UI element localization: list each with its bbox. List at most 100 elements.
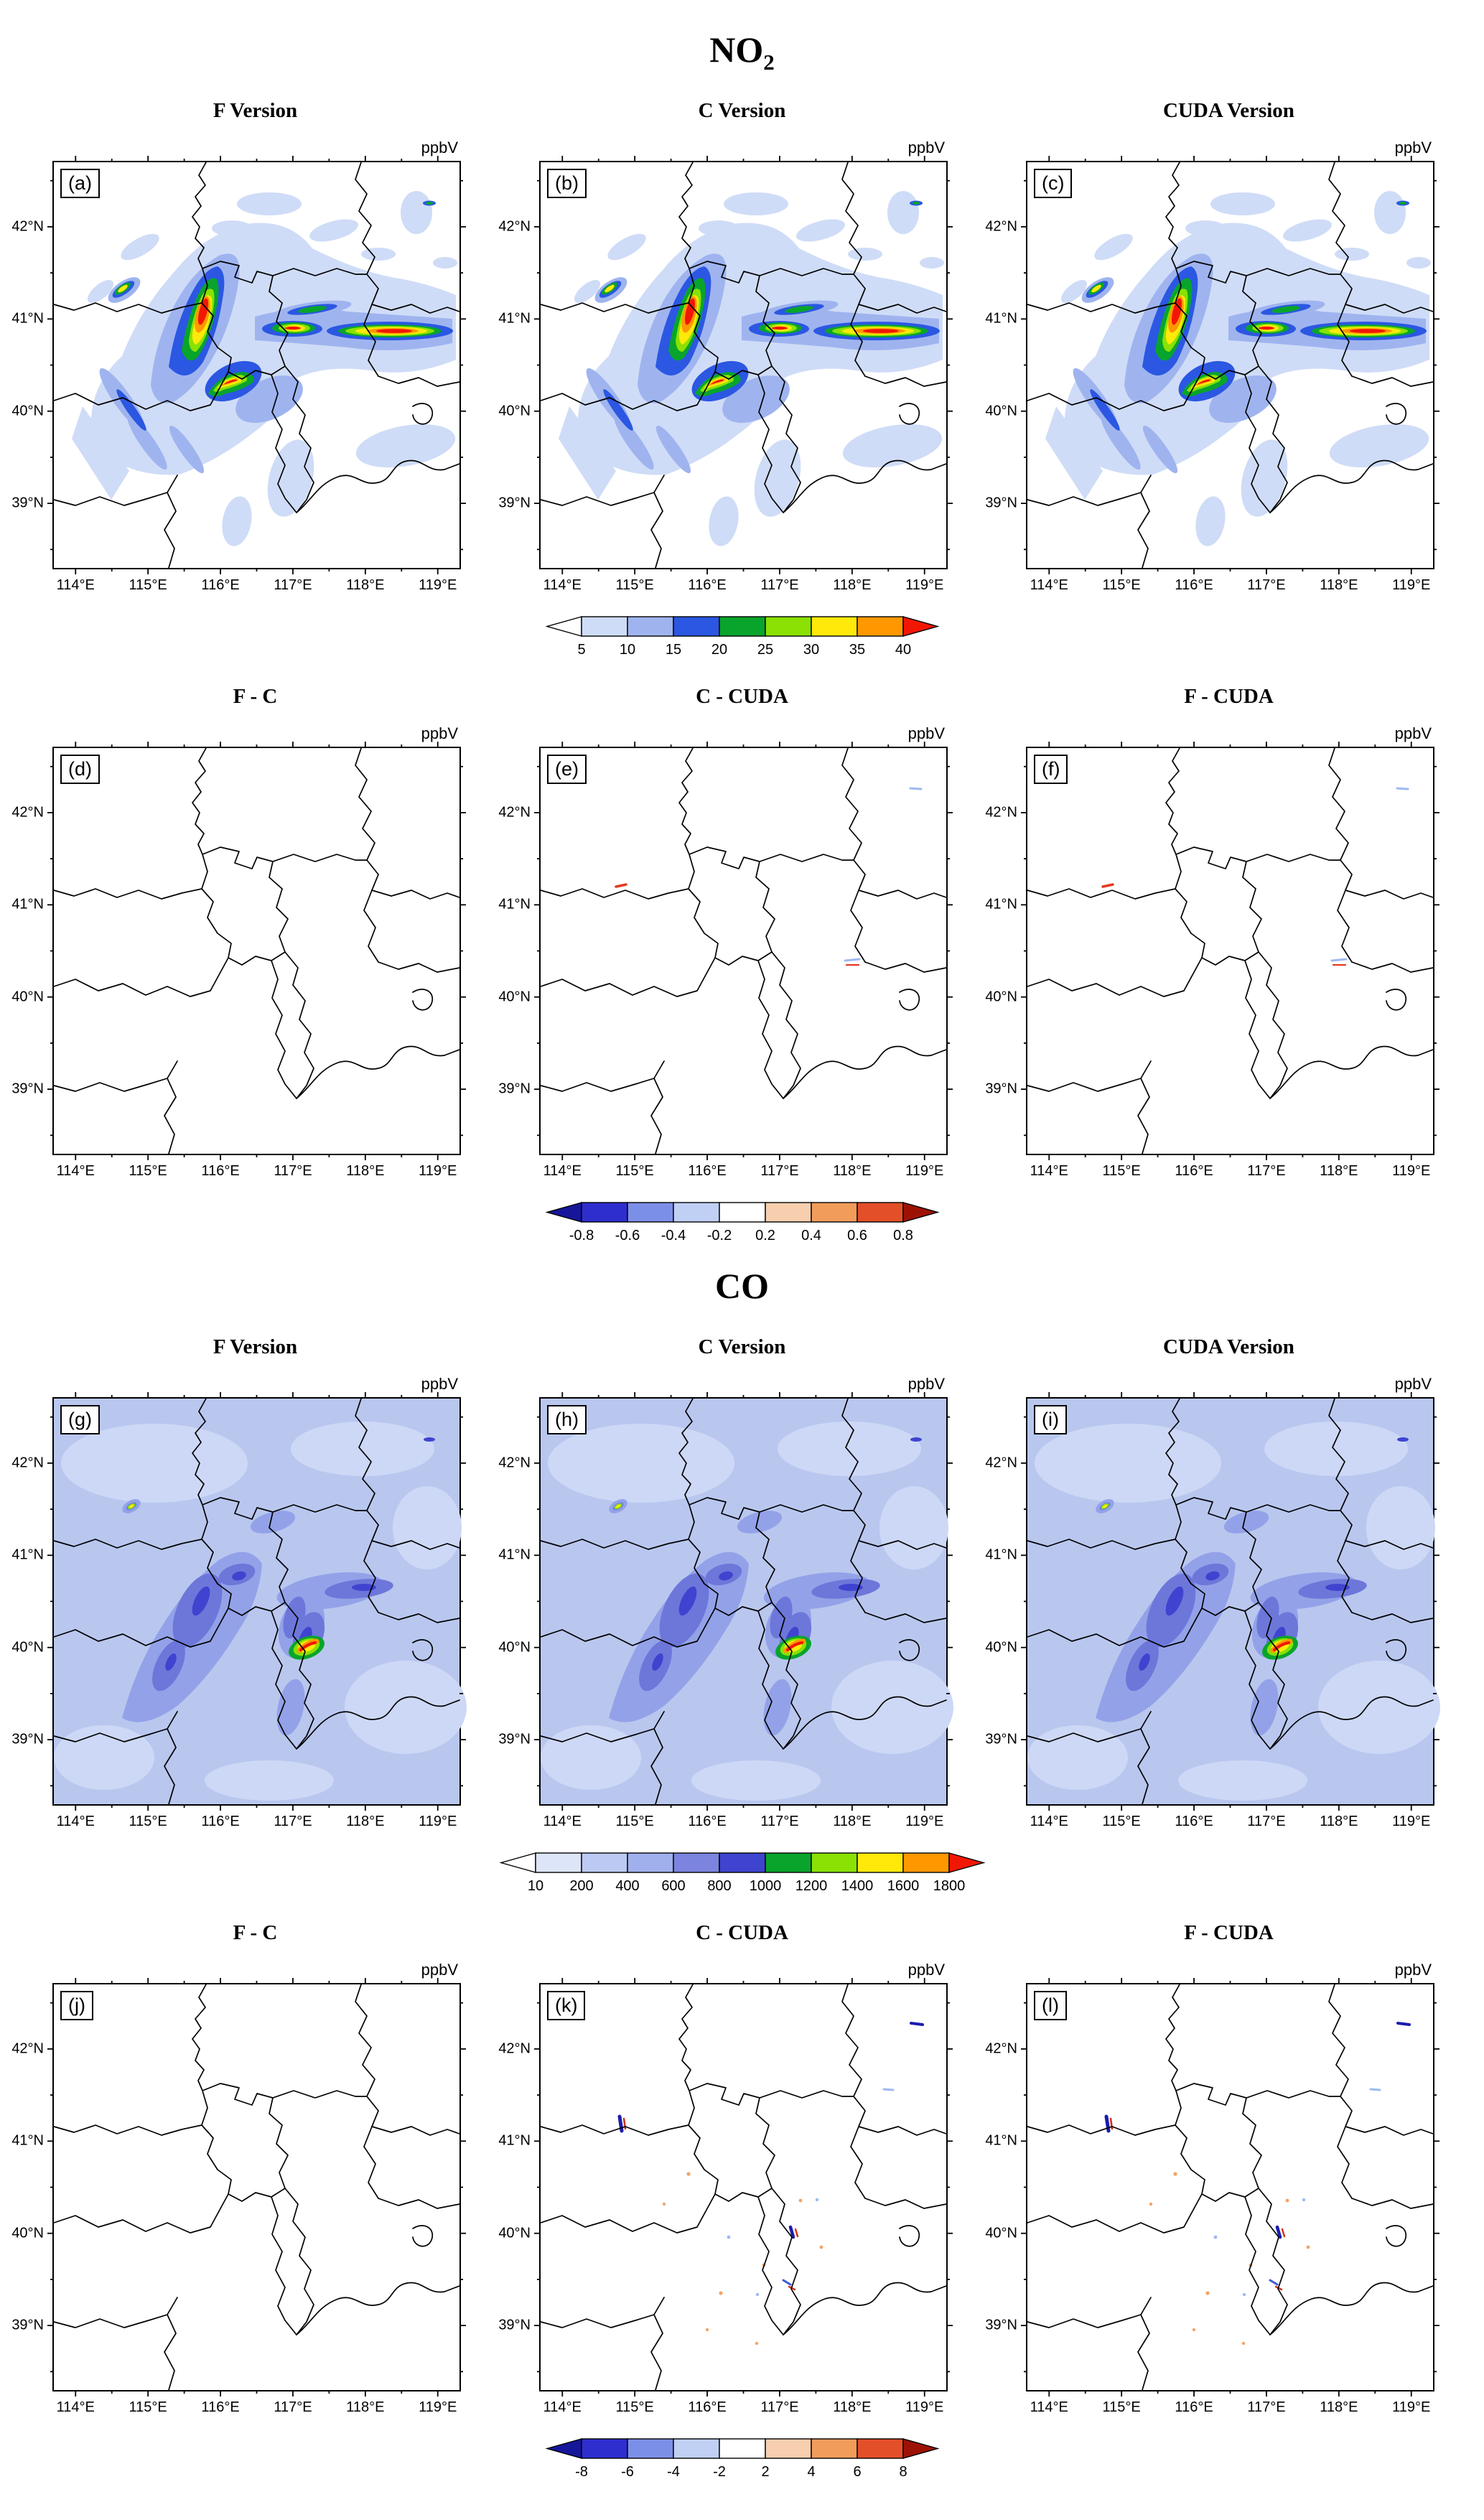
colorbar-no2-conc: 5 10 15 20 25 30 35 40 — [0, 615, 1484, 661]
panel-h: C Version ppbV (h) 42°N 41°N 40°N 39°N 114°E 115… — [498, 1335, 948, 1829]
map-plot-co — [533, 1391, 946, 1812]
y-axis-label: 41°N — [11, 1546, 44, 1563]
panel-letter: (d) — [60, 755, 100, 785]
y-axis-label: 40°N — [985, 1639, 1017, 1656]
y-axis-label: 40°N — [498, 1639, 531, 1656]
x-axis-label: 117°E — [760, 1814, 799, 1830]
x-axis-label: 116°E — [688, 1814, 727, 1830]
panel-row-co-concentration: F Version ppbV (g) 42°N 41°N 40°N 39°N 114°E 115… — [0, 1335, 1484, 1829]
x-axis-label: 119°E — [1392, 1163, 1431, 1180]
x-axis-label: 118°E — [833, 577, 872, 594]
x-axis-label: 115°E — [129, 2399, 167, 2416]
x-axis-label: 118°E — [833, 2399, 872, 2416]
y-axis-label: 42°N — [985, 218, 1017, 235]
y-axis-label: 39°N — [11, 2317, 44, 2333]
y-axis-label: 41°N — [498, 310, 531, 327]
x-axis-label: 114°E — [56, 1814, 95, 1830]
panel-title: C - CUDA — [696, 685, 788, 709]
panel-a: F Version ppbV (a) 42°N 41°N 40°N 39°N 114°E 115… — [11, 99, 467, 593]
x-axis-label: 116°E — [201, 2399, 240, 2416]
y-axis-label: 40°N — [498, 2225, 531, 2241]
panel-title: F Version — [213, 1335, 298, 1359]
x-axis-label: 115°E — [129, 1163, 167, 1180]
colorbar-co-conc: 10 200 400 600 800 1000 1200 1400 1600 1800 — [0, 1852, 1484, 1897]
y-axis-label: 39°N — [498, 1731, 531, 1747]
colorbar-tick-label: -6 — [621, 2464, 634, 2480]
x-axis-label: 118°E — [346, 1163, 385, 1180]
section-title-subscript: 2 — [763, 50, 775, 75]
map-frame: (f) 42°N 41°N 40°N 39°N 114°E 115°E 116°E 117°E 1… — [985, 741, 1440, 1179]
y-axis-label: 42°N — [498, 1455, 531, 1471]
panel-letter: (k) — [547, 1991, 586, 2021]
x-axis-label: 115°E — [129, 1814, 167, 1830]
x-axis-label: 115°E — [1102, 1814, 1141, 1830]
x-axis-label: 118°E — [1320, 577, 1358, 594]
x-axis-label: 114°E — [56, 2399, 95, 2416]
x-axis-label: 118°E — [346, 577, 385, 594]
x-axis-label: 119°E — [1392, 577, 1431, 594]
colorbar: -8 -6 -4 -2 2 4 6 8 — [544, 2438, 940, 2480]
colorbar-tick-label: 0.6 — [847, 1228, 867, 1243]
panel-letter: (g) — [60, 1405, 100, 1435]
colorbar-tick-label: -0.2 — [706, 1228, 731, 1243]
colorbar: 5 10 15 20 25 30 35 40 — [544, 616, 940, 658]
map-frame: (j) 42°N 41°N 40°N 39°N 114°E 115°E 116°E 117°E 1… — [11, 1977, 467, 2415]
map-plot-dco — [1020, 1977, 1440, 2398]
panel-letter: (i) — [1034, 1405, 1067, 1435]
colorbar: 10 200 400 600 800 1000 1200 1400 1600 1800 — [498, 1852, 986, 1894]
x-axis-label: 115°E — [615, 1814, 654, 1830]
colorbar: -0.8 -0.6 -0.4 -0.2 0.2 0.4 0.6 0.8 — [544, 1202, 940, 1243]
units-label: ppbV — [421, 1961, 458, 1979]
colorbar-tick-label: -2 — [713, 2464, 726, 2480]
map-plot-no2 — [1020, 155, 1440, 575]
x-axis-label: 116°E — [1175, 2399, 1213, 2416]
x-axis-label: 114°E — [1030, 577, 1068, 594]
y-axis-label: 40°N — [11, 1639, 44, 1656]
section-title-co: CO — [0, 1266, 1484, 1311]
x-axis-label: 118°E — [833, 1163, 872, 1180]
panel-letter: (h) — [547, 1405, 587, 1435]
units-label: ppbV — [1394, 724, 1432, 743]
panel-row-co-difference: F - C ppbV (j) 42°N 41°N 40°N 39°N 114°E 115°E 11… — [0, 1921, 1484, 2415]
x-axis-label: 117°E — [760, 577, 799, 594]
colorbar-tick-label: 10 — [619, 642, 635, 658]
colorbar-tick-label: 200 — [569, 1878, 593, 1894]
y-axis-label: 40°N — [11, 2225, 44, 2241]
map-plot-empty — [47, 741, 467, 1161]
section-title-text: NO — [709, 29, 764, 70]
x-axis-label: 118°E — [346, 2399, 385, 2416]
x-axis-label: 119°E — [419, 1163, 457, 1180]
y-axis-label: 40°N — [985, 989, 1017, 1005]
colorbar-tick-label: -8 — [575, 2464, 588, 2480]
panel-c: CUDA Version ppbV (c) 42°N 41°N 40°N 39°N 114°E… — [985, 99, 1440, 593]
colorbar-tick-label: 8 — [899, 2464, 907, 2480]
x-axis-label: 114°E — [56, 1163, 95, 1180]
colorbar-tick-label: -0.8 — [569, 1228, 593, 1243]
colorbar-tick-label: -0.6 — [615, 1228, 639, 1243]
x-axis-label: 116°E — [688, 1163, 727, 1180]
units-label: ppbV — [421, 139, 458, 157]
x-axis-label: 119°E — [1392, 1814, 1431, 1830]
map-plot-no2 — [47, 155, 467, 575]
y-axis-label: 40°N — [985, 403, 1017, 419]
y-axis-label: 42°N — [985, 2040, 1017, 2057]
y-axis-label: 41°N — [498, 896, 531, 913]
units-label: ppbV — [421, 724, 458, 743]
x-axis-label: 117°E — [760, 2399, 799, 2416]
colorbar-tick-label: 400 — [615, 1878, 639, 1894]
map-plot-dno2 — [533, 741, 953, 1161]
y-axis-label: 42°N — [11, 2040, 44, 2057]
colorbar-tick-label: -0.4 — [661, 1228, 685, 1243]
map-frame: (h) 42°N 41°N 40°N 39°N 114°E 115°E 116°E 117°E 1… — [498, 1391, 948, 1829]
x-axis-label: 119°E — [905, 1163, 944, 1180]
section-title-text: CO — [715, 1266, 769, 1307]
x-axis-label: 119°E — [419, 1814, 457, 1830]
panel-title: F - CUDA — [1184, 685, 1274, 709]
panel-title: CUDA Version — [1163, 1335, 1294, 1359]
x-axis-label: 116°E — [688, 577, 727, 594]
x-axis-label: 119°E — [1392, 2399, 1431, 2416]
colorbar-tick-label: 2 — [761, 2464, 769, 2480]
colorbar-tick-label: 0.8 — [893, 1228, 913, 1243]
colorbar-tick-label: 25 — [757, 642, 773, 658]
x-axis-label: 117°E — [1247, 1814, 1286, 1830]
